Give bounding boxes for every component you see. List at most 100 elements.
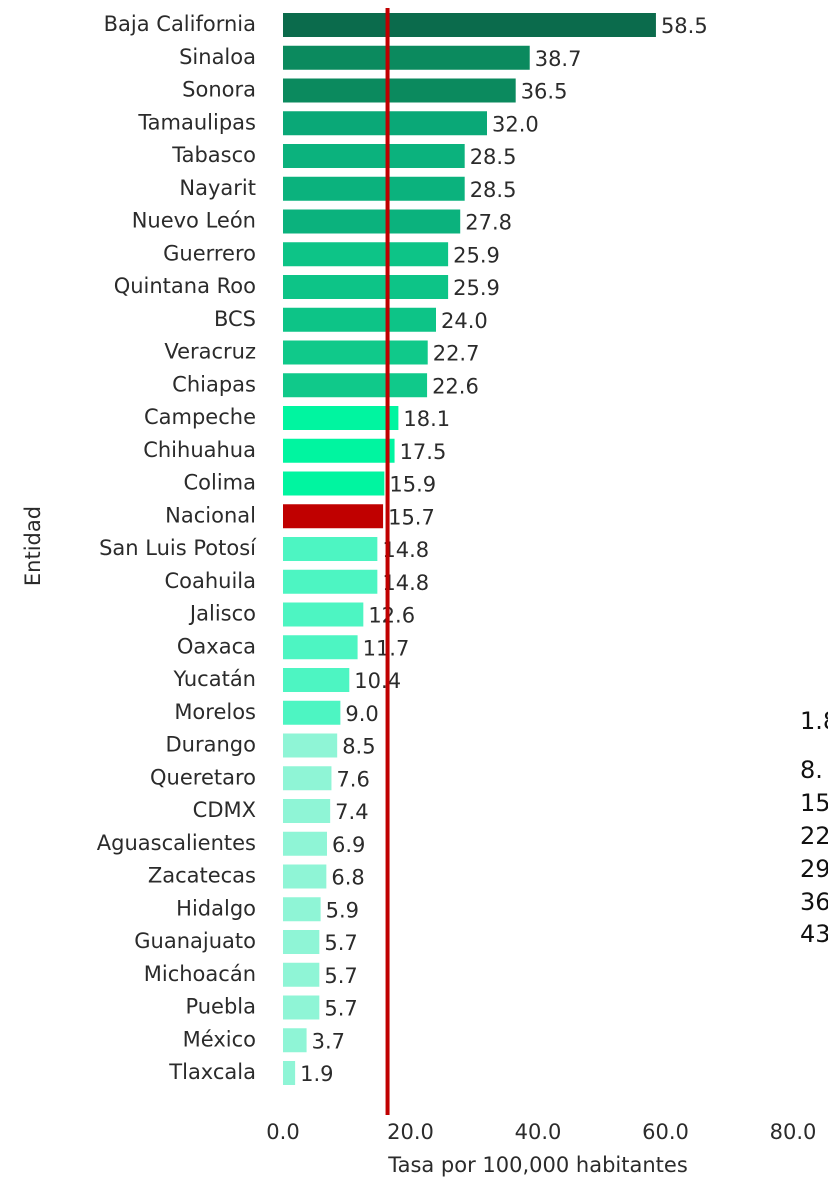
bar <box>283 438 395 463</box>
bar <box>283 111 487 136</box>
y-tick-label: Nuevo León <box>132 209 256 233</box>
y-tick-label: Quintana Roo <box>114 274 256 298</box>
value-label: 9.0 <box>345 702 378 726</box>
y-tick-label: Yucatán <box>172 667 256 691</box>
bar <box>283 340 428 365</box>
value-label: 18.1 <box>403 407 450 431</box>
bar <box>283 864 327 889</box>
value-label: 10.4 <box>354 669 401 693</box>
bar <box>283 733 338 758</box>
bar <box>283 144 465 168</box>
bar <box>283 569 378 594</box>
y-tick-label: Tamaulipas <box>137 110 256 134</box>
y-tick-label: Campeche <box>144 405 256 429</box>
y-tick-label: Baja California <box>104 12 256 36</box>
y-tick-label: Tlaxcala <box>168 1060 256 1084</box>
value-label: 17.5 <box>400 440 447 464</box>
y-tick-label: Hidalgo <box>176 896 256 920</box>
value-label: 5.7 <box>324 931 357 955</box>
value-label: 15.7 <box>388 505 435 529</box>
y-tick-label: San Luis Potosí <box>99 536 257 560</box>
y-tick-label: Zacatecas <box>148 864 256 888</box>
side-label: 43 <box>800 920 828 948</box>
bar <box>283 406 399 430</box>
side-label: 15 <box>800 789 828 817</box>
bar <box>283 962 320 987</box>
value-label: 7.4 <box>335 800 368 824</box>
y-tick-label: Veracruz <box>164 340 256 364</box>
y-tick-label: Guerrero <box>163 241 256 265</box>
y-tick-label: Oaxaca <box>177 634 256 658</box>
y-tick-label: Morelos <box>174 700 256 724</box>
value-label: 25.9 <box>453 243 500 267</box>
bar <box>283 275 449 299</box>
value-label: 24.0 <box>441 309 488 333</box>
y-tick-label: Nacional <box>165 503 256 527</box>
bar <box>283 700 341 725</box>
x-tick-label: 40.0 <box>515 1120 562 1144</box>
y-tick-label: Aguascalientes <box>97 831 256 855</box>
bar <box>283 176 465 201</box>
side-label: 22 <box>800 822 828 850</box>
y-axis-title: Entidad <box>21 506 45 586</box>
value-label: 32.0 <box>492 112 539 136</box>
side-label: 1.8 <box>800 707 828 735</box>
value-label: 5.7 <box>324 997 357 1021</box>
bar <box>283 242 449 267</box>
y-tick-label: Nayarit <box>179 176 256 200</box>
bar <box>283 930 320 954</box>
value-label: 8.5 <box>342 735 375 759</box>
y-tick-label: Guanajuato <box>134 929 256 953</box>
value-label: 27.8 <box>465 211 512 235</box>
value-label: 5.9 <box>326 898 359 922</box>
y-tick-label: CDMX <box>193 798 256 822</box>
y-tick-label: Sinaloa <box>179 45 256 69</box>
value-label: 25.9 <box>453 276 500 300</box>
bar <box>283 799 331 823</box>
y-tick-label: México <box>183 1027 256 1051</box>
value-label: 22.6 <box>432 374 479 398</box>
bar <box>283 13 656 37</box>
y-tick-label: Coahuila <box>164 569 256 593</box>
value-label: 7.6 <box>336 767 369 791</box>
y-tick-label: Chiapas <box>172 372 256 396</box>
bar <box>283 897 321 922</box>
x-tick-label: 60.0 <box>642 1120 689 1144</box>
bar <box>283 78 516 103</box>
y-tick-label: Michoacán <box>144 962 256 986</box>
bar <box>283 504 384 529</box>
y-tick-label: Queretaro <box>150 765 256 789</box>
value-label: 6.8 <box>331 866 364 890</box>
value-label: 15.9 <box>389 473 436 497</box>
bar <box>283 995 320 1020</box>
x-tick-label: 0.0 <box>266 1120 299 1144</box>
bar <box>283 668 350 692</box>
y-tick-label: Jalisco <box>188 602 256 626</box>
y-tick-label: Sonora <box>182 78 256 102</box>
side-label: 36 <box>800 888 828 916</box>
value-label: 6.9 <box>332 833 365 857</box>
bar <box>283 45 530 70</box>
bar <box>283 1061 296 1085</box>
y-tick-label: Tabasco <box>171 143 256 167</box>
y-tick-label: Durango <box>166 733 256 757</box>
x-tick-label: 20.0 <box>387 1120 434 1144</box>
bar <box>283 209 461 234</box>
bar <box>283 373 428 398</box>
bar <box>283 471 385 496</box>
y-tick-label: Colima <box>183 471 256 495</box>
bar <box>283 602 364 627</box>
value-label: 1.9 <box>300 1062 333 1086</box>
value-label: 28.5 <box>470 145 517 169</box>
value-label: 22.7 <box>433 342 480 366</box>
value-label: 14.8 <box>382 538 429 562</box>
bar <box>283 831 327 856</box>
y-tick-label: Puebla <box>185 995 256 1019</box>
x-axis-title: Tasa por 100,000 habitantes <box>387 1153 688 1177</box>
side-label: 8. <box>800 756 823 784</box>
bar <box>283 537 378 561</box>
value-label: 38.7 <box>535 47 582 71</box>
value-label: 14.8 <box>382 571 429 595</box>
value-label: 36.5 <box>521 80 568 104</box>
